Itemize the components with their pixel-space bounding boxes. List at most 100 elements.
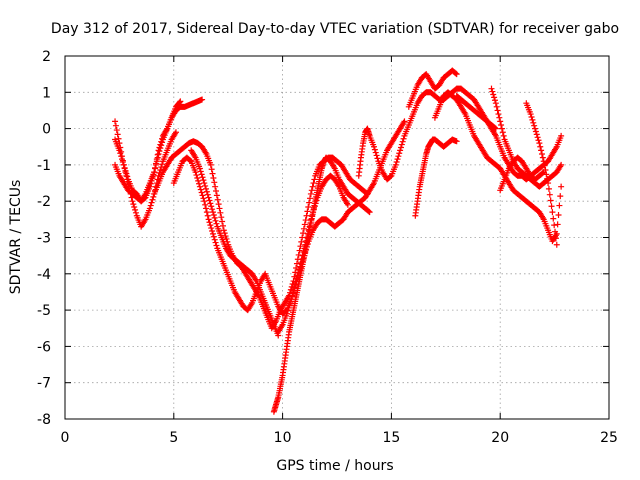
x-tick-label: 20 [491, 430, 509, 446]
data-point [209, 206, 216, 213]
data-point [199, 174, 206, 181]
data-point [397, 147, 404, 154]
data-point [210, 211, 217, 218]
data-point [286, 302, 293, 309]
data-point [392, 161, 399, 168]
data-point [209, 170, 216, 177]
data-point [203, 209, 210, 216]
data-point [545, 185, 552, 192]
data-point [452, 70, 459, 77]
data-point [114, 131, 121, 138]
data-point [206, 197, 213, 204]
data-point [400, 135, 407, 142]
series-arc11 [412, 136, 460, 219]
data-point [152, 161, 159, 168]
data-point [539, 169, 546, 176]
data-point [532, 128, 539, 135]
data-point [131, 204, 138, 211]
data-point [120, 161, 127, 168]
data-point [303, 212, 310, 219]
data-point [550, 215, 557, 222]
data-point [498, 125, 505, 132]
data-point [297, 264, 304, 271]
data-point [209, 209, 216, 216]
data-point [489, 88, 496, 95]
data-point [544, 175, 551, 182]
data-point [536, 140, 543, 147]
data-point [308, 187, 315, 194]
data-point [303, 246, 310, 253]
data-point [212, 217, 219, 224]
data-point [195, 177, 202, 184]
data-point [498, 121, 505, 128]
data-point [204, 191, 211, 198]
data-point [219, 222, 226, 229]
data-point [196, 183, 203, 190]
data-point [371, 146, 378, 153]
data-point [123, 172, 130, 179]
data-point [153, 158, 160, 165]
data-point [556, 202, 563, 209]
data-point [401, 118, 408, 125]
data-point [113, 127, 120, 134]
data-point [156, 148, 163, 155]
data-point [152, 165, 159, 172]
data-point [214, 196, 221, 203]
data-point [287, 299, 294, 306]
data-point [119, 156, 126, 163]
data-point [127, 190, 134, 197]
data-point [374, 155, 381, 162]
y-tick-label: 0 [42, 122, 51, 138]
data-point [344, 201, 351, 208]
data-point [125, 180, 132, 187]
data-point [302, 249, 309, 256]
data-point [203, 185, 210, 192]
data-point [208, 225, 215, 232]
data-point [552, 228, 559, 235]
data-point [207, 222, 214, 229]
data-point [172, 129, 179, 136]
data-point [491, 94, 498, 101]
data-point [209, 227, 216, 234]
x-tick-label: 5 [169, 430, 178, 446]
data-point [207, 161, 214, 168]
data-point [370, 143, 377, 150]
data-point [223, 235, 230, 242]
data-point [295, 272, 302, 279]
data-point [222, 233, 229, 240]
ticks-layer: 0 5 10 15 20 25 -8 -7 -6 -5 -4 -3 -2 -1 0 1 2 [37, 49, 618, 446]
data-point [208, 166, 215, 173]
x-tick-label: 25 [600, 430, 618, 446]
y-tick-label: -4 [37, 267, 51, 283]
data-point [545, 180, 552, 187]
series-arc13 [453, 92, 565, 183]
data-point [553, 241, 560, 248]
y-tick-label: -3 [37, 231, 51, 247]
data-point [296, 247, 303, 254]
data-point [539, 154, 546, 161]
data-point [205, 194, 212, 201]
data-point [210, 233, 217, 240]
data-point [292, 281, 299, 288]
data-point [547, 197, 554, 204]
data-point [192, 169, 199, 176]
data-point [119, 158, 126, 165]
data-point [396, 150, 403, 157]
data-point [125, 183, 132, 190]
data-point [399, 138, 406, 145]
data-point [154, 154, 161, 161]
data-point [285, 304, 292, 311]
data-point [551, 222, 558, 229]
series-arc6 [188, 147, 282, 339]
data-point [552, 235, 559, 242]
data-point [541, 162, 548, 169]
data-point [393, 158, 400, 165]
data-point [307, 195, 314, 202]
data-point [206, 219, 213, 226]
data-point [207, 200, 214, 207]
data-point [197, 186, 204, 193]
data-point [304, 208, 311, 215]
y-axis-label: SDTVAR / TECUs [8, 180, 24, 295]
data-point [306, 199, 313, 206]
data-point [117, 150, 124, 157]
